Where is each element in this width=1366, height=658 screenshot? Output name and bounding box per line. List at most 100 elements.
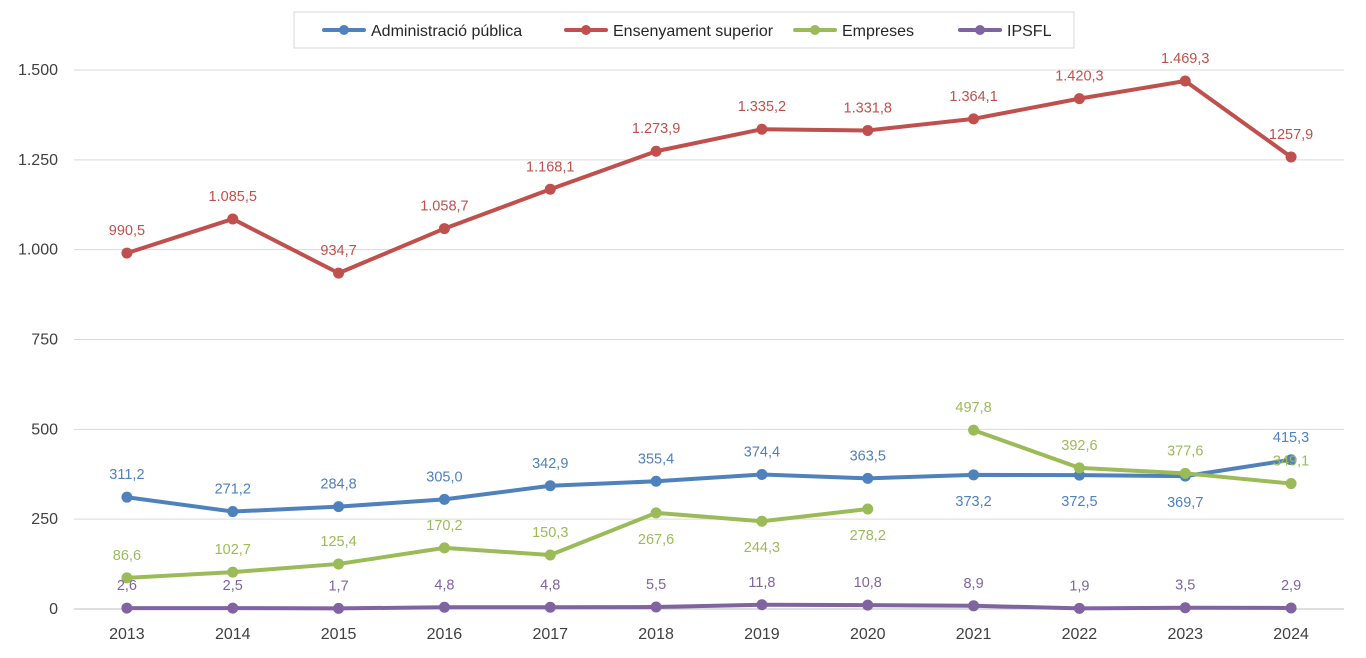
data-label: 1.058,7	[420, 199, 468, 215]
y-tick-label: 1.500	[18, 62, 58, 79]
data-point	[650, 601, 662, 613]
legend-label: Empreses	[842, 23, 914, 40]
data-label: 1.420,3	[1055, 69, 1103, 85]
data-point	[1285, 454, 1297, 466]
data-point	[756, 468, 768, 480]
x-tick-label: 2019	[744, 626, 780, 643]
data-point	[650, 507, 662, 519]
data-label: 278,2	[850, 528, 886, 544]
x-tick-label: 2023	[1167, 626, 1203, 643]
legend-marker	[810, 25, 820, 35]
data-label: 355,4	[638, 451, 674, 467]
data-point	[1285, 478, 1297, 490]
data-point	[544, 549, 556, 561]
data-point	[333, 267, 345, 279]
data-point	[438, 542, 450, 554]
data-point	[333, 501, 345, 513]
data-label: 4,8	[434, 577, 454, 593]
data-point	[756, 599, 768, 611]
data-label: 1.331,8	[844, 100, 892, 116]
data-point	[333, 602, 345, 614]
data-point	[862, 472, 874, 484]
series-line	[971, 428, 1294, 486]
data-point	[1179, 75, 1191, 87]
legend-box	[293, 11, 1075, 49]
data-label: 86,6	[113, 548, 141, 564]
data-point	[862, 124, 874, 136]
legend-label: IPSFL	[1007, 23, 1052, 40]
data-point	[227, 566, 239, 578]
data-label: 342,9	[532, 456, 568, 472]
data-label: 1,7	[328, 578, 348, 594]
data-point	[438, 601, 450, 613]
data-label: 1.273,9	[632, 121, 680, 137]
data-point	[121, 247, 133, 259]
data-point	[121, 602, 133, 614]
data-label: 2,9	[1281, 578, 1301, 594]
data-label: 2,5	[223, 578, 243, 594]
data-point	[756, 515, 768, 527]
data-label: 377,6	[1167, 443, 1203, 459]
data-label: 363,5	[850, 448, 886, 464]
data-point	[1073, 462, 1085, 474]
data-label: 2,6	[117, 578, 137, 594]
data-label: 369,7	[1167, 495, 1203, 511]
series-ipsfl	[121, 599, 1297, 614]
data-label: 374,4	[744, 444, 780, 460]
data-label: 311,2	[109, 467, 144, 483]
data-point	[968, 113, 980, 125]
x-tick-label: 2021	[956, 626, 992, 643]
data-point	[544, 480, 556, 492]
data-label: 373,2	[955, 494, 991, 510]
data-point	[227, 213, 239, 225]
series-line	[124, 457, 1294, 514]
data-point	[333, 558, 345, 570]
x-tick-label: 2014	[215, 626, 251, 643]
legend-marker	[581, 25, 591, 35]
data-point	[968, 600, 980, 612]
data-label: 267,6	[638, 532, 674, 548]
data-point	[121, 491, 133, 503]
data-label: 1,9	[1069, 578, 1089, 594]
series	[121, 75, 1297, 614]
data-label: 244,3	[744, 540, 780, 556]
data-label: 10,8	[854, 575, 882, 591]
y-tick-label: 1.250	[18, 152, 58, 169]
x-tick-label: 2022	[1062, 626, 1098, 643]
y-tick-label: 0	[49, 601, 58, 618]
legend-label: Ensenyament superior	[613, 23, 774, 40]
data-label: 1.469,3	[1161, 51, 1209, 67]
data-point	[862, 503, 874, 515]
series-empreses	[121, 424, 1297, 584]
data-label: 1.085,5	[209, 189, 257, 205]
data-point	[544, 183, 556, 195]
y-tick-label: 1.000	[18, 242, 58, 259]
data-label: 125,4	[320, 534, 356, 550]
data-point	[1179, 602, 1191, 614]
data-point	[756, 123, 768, 135]
gridlines	[74, 69, 1344, 610]
series-ensenyament-superior	[121, 75, 1297, 279]
data-label: 5,5	[646, 577, 666, 593]
data-label: 1.364,1	[949, 89, 997, 105]
y-tick-label: 500	[31, 421, 58, 438]
data-label: 497,8	[955, 400, 991, 416]
data-point	[862, 599, 874, 611]
data-label: 284,8	[320, 477, 356, 493]
data-point	[1073, 93, 1085, 105]
axes: 0 250 500 750 1.000 1.250 1.500 2013 2014 2015 201…	[18, 62, 1309, 643]
y-tick-label: 750	[31, 332, 58, 349]
legend: Administració pública Ensenyament superio…	[293, 11, 1075, 49]
data-point	[968, 424, 980, 436]
data-label: 102,7	[215, 542, 251, 558]
x-tick-label: 2018	[638, 626, 674, 643]
data-label: 4,8	[540, 577, 560, 593]
data-point	[1285, 602, 1297, 614]
data-label: 1.168,1	[526, 159, 574, 175]
data-point	[650, 145, 662, 157]
x-tick-label: 2016	[427, 626, 463, 643]
series-administraci-p-blica	[121, 454, 1297, 518]
data-label: 392,6	[1061, 438, 1097, 454]
data-point	[438, 493, 450, 505]
